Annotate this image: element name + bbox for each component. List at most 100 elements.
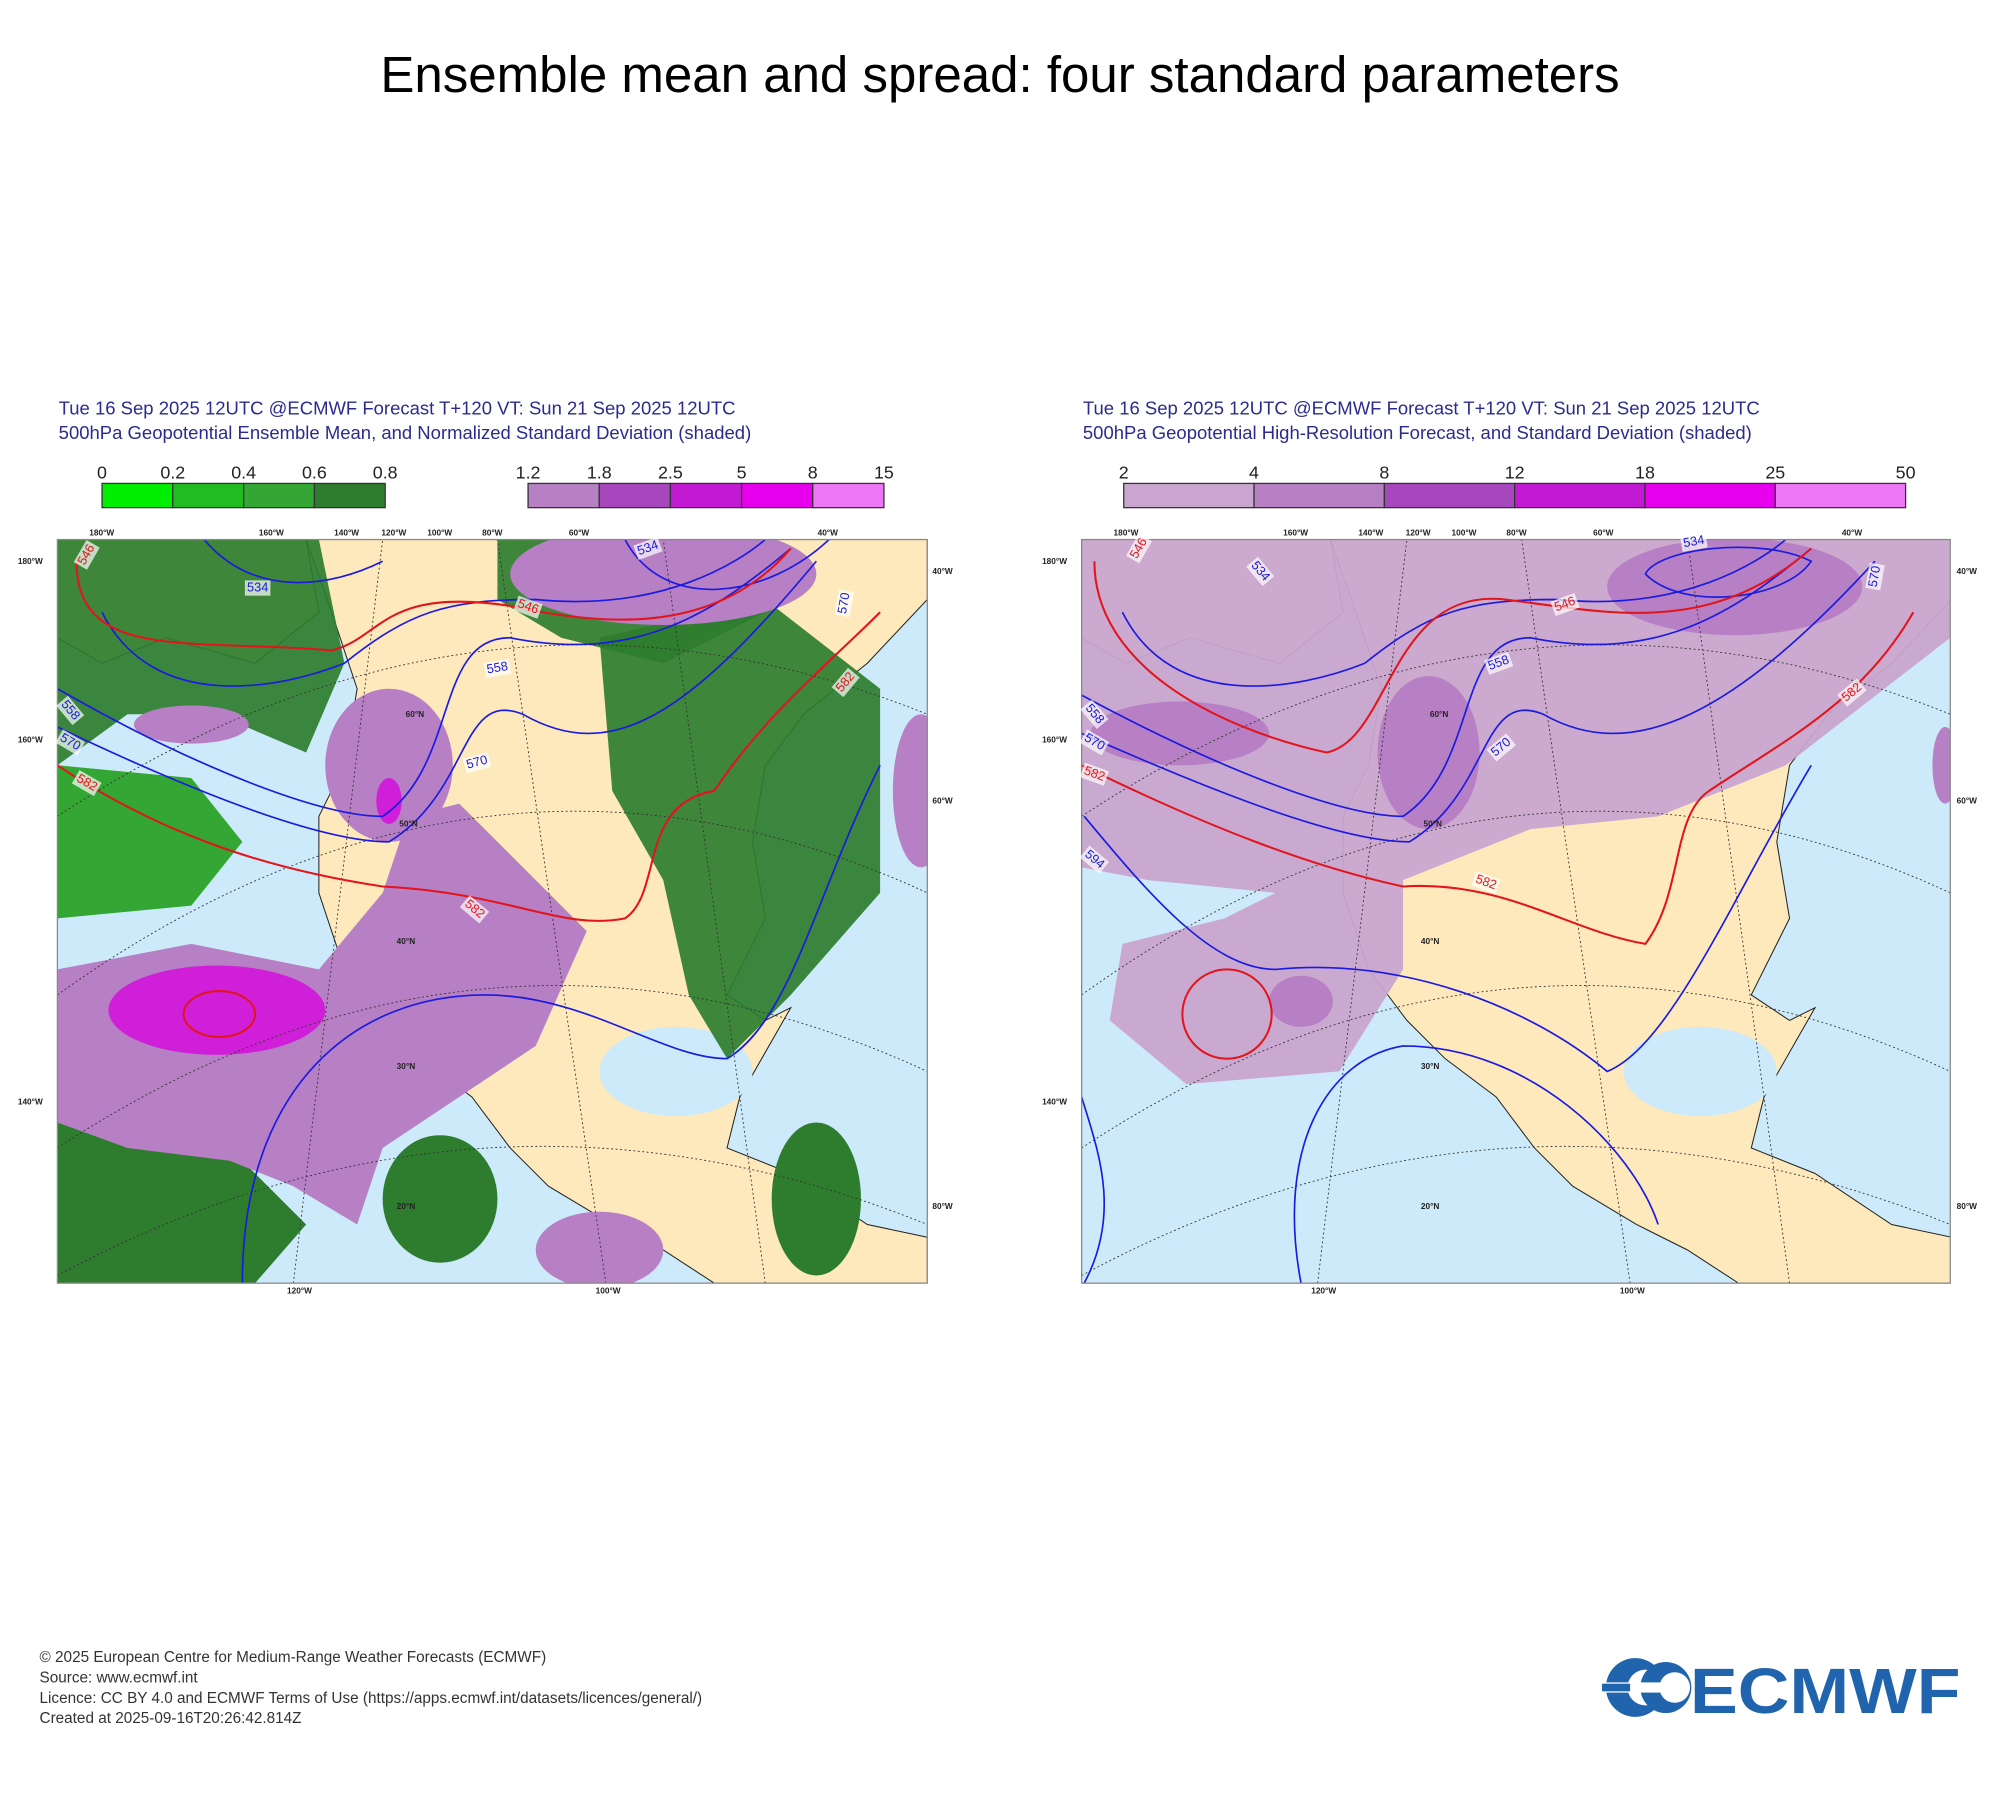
contour-label-bg <box>834 589 855 618</box>
shade <box>108 965 326 1055</box>
map-label: 180°W <box>1042 556 1067 566</box>
map-label: 30°N <box>397 1061 416 1071</box>
contour-label: 570 <box>1865 562 1885 591</box>
contour <box>203 539 384 584</box>
contour-label-bg <box>1865 562 1885 591</box>
contour-label-bg <box>71 770 102 797</box>
panel-header: Tue 16 Sep 2025 12UTC @ECMWF Forecast T+… <box>1083 398 1760 419</box>
contour-label-bg <box>1679 532 1708 552</box>
contour <box>1081 611 1915 945</box>
shade <box>1269 975 1333 1027</box>
colorbar-label: 0.4 <box>231 462 256 482</box>
shade <box>1932 727 1951 804</box>
contour-label-bg <box>462 752 492 774</box>
map-label: 160°W <box>1042 734 1067 744</box>
colorbar-label: 5 <box>737 462 747 482</box>
map-label: 120°W <box>381 528 406 538</box>
shade <box>382 1135 498 1263</box>
colorbar-box <box>812 482 885 509</box>
contour <box>1081 1045 1659 1284</box>
map-label: 180°W <box>18 556 43 566</box>
colorbar-box <box>242 482 316 509</box>
gulf <box>599 1026 753 1117</box>
contour-label-bg <box>1837 678 1867 707</box>
map-label: 60°N <box>1430 709 1449 719</box>
shade <box>535 1211 664 1284</box>
graticule <box>57 539 928 1284</box>
contour <box>57 560 817 843</box>
shade <box>57 765 243 919</box>
map-label: 180°W <box>89 528 114 538</box>
map-label: 40°N <box>1421 936 1440 946</box>
shade <box>771 1122 861 1276</box>
contour-label-bg <box>1079 729 1110 756</box>
contour <box>1081 560 1876 843</box>
contour-label-bg <box>1079 762 1109 786</box>
contour-label-text: 582 <box>1474 871 1499 892</box>
colorbar-label: 0.6 <box>302 462 327 482</box>
map-label: 40°W <box>1957 566 1978 576</box>
contour <box>57 611 881 922</box>
map-label: 50°N <box>399 819 418 829</box>
contour-label: 558 <box>483 658 512 679</box>
contour <box>624 539 830 591</box>
colorbar-box <box>172 482 245 509</box>
map-left <box>57 539 928 1284</box>
shade <box>57 539 345 766</box>
contour-label-bg <box>633 536 663 561</box>
colorbar-label: 4 <box>1249 462 1259 482</box>
colorbar-label: 1.2 <box>516 462 541 482</box>
shade <box>376 778 402 824</box>
contour-label-text: 582 <box>1082 762 1107 783</box>
colorbar-label: 2 <box>1119 462 1129 482</box>
colorbar-label: 8 <box>808 462 818 482</box>
contour-label: 546 <box>1550 593 1580 617</box>
footer-line: Source: www.ecmwf.int <box>40 1669 199 1686</box>
contour-label: 570 <box>462 752 492 774</box>
shade <box>1081 539 1951 1085</box>
contour-label-bg <box>513 595 543 619</box>
map-label: 20°N <box>1421 1201 1440 1211</box>
map-label: 120°W <box>287 1285 312 1295</box>
contour <box>101 539 766 687</box>
map-label: 30°N <box>1421 1061 1440 1071</box>
colorbar-box <box>101 482 174 509</box>
shade <box>1377 676 1480 830</box>
contour <box>1081 547 1812 818</box>
contour-label: 546 <box>1126 533 1153 564</box>
contour-label-bg <box>459 895 490 924</box>
page-title: Ensemble mean and spread: four standard … <box>380 46 1619 103</box>
contour <box>1644 546 1813 598</box>
contour-label-text: 558 <box>1486 652 1511 673</box>
logo: ECMWF <box>1591 1655 1960 1727</box>
colorbar-label: 8 <box>1379 462 1389 482</box>
contour-label-text: 570 <box>1865 565 1883 589</box>
map-label: 100°W <box>427 528 452 538</box>
map-label: 20°N <box>397 1201 416 1211</box>
map-label: 60°W <box>569 528 590 538</box>
contour-label-bg <box>1486 733 1516 762</box>
colorbar-box <box>1644 482 1776 509</box>
footer-line: Licence: CC BY 4.0 and ECMWF Terms of Us… <box>40 1690 703 1707</box>
contour-label: 534 <box>633 536 663 561</box>
contour-label: 558 <box>1484 652 1514 675</box>
map-label: 40°W <box>818 528 839 538</box>
shade <box>510 539 817 625</box>
contour-label-bg <box>1246 556 1275 587</box>
colorbar-box <box>1253 482 1385 509</box>
contour-label: 534 <box>244 579 271 596</box>
map-label: 120°W <box>1406 528 1431 538</box>
shade <box>892 714 928 868</box>
panel-header: Tue 16 Sep 2025 12UTC @ECMWF Forecast T+… <box>59 398 736 419</box>
contour-label-text: 534 <box>1682 532 1706 550</box>
contour <box>1083 764 1812 1073</box>
graticule <box>1081 539 1951 1284</box>
map-label: 140°W <box>334 528 359 538</box>
map-label: 80°W <box>932 1201 953 1211</box>
contour <box>241 764 881 1284</box>
colorbar-label: 2.5 <box>658 462 683 482</box>
footer-line: Created at 2025-09-16T20:26:42.814Z <box>40 1710 302 1727</box>
contour-label-bg <box>1079 845 1110 874</box>
footer-line: © 2025 European Centre for Medium-Range … <box>40 1649 547 1666</box>
contour-label: 570 <box>1079 729 1110 756</box>
